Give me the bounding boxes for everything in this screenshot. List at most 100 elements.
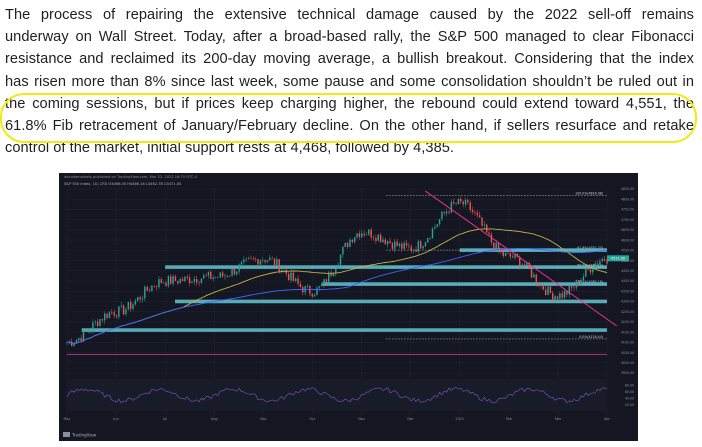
candle-body [441,211,443,220]
candles [66,196,608,347]
fib-level-label: 0.0%(4116.44) [579,335,603,339]
candle-body [283,269,285,271]
rsi-axis-label: 60.00 [625,390,634,394]
candle-body [118,306,120,317]
candle-body [94,321,97,323]
candle-body [563,290,566,298]
time-axis-label: Sep [260,417,266,421]
candle-body [540,284,542,286]
candle-body [170,276,172,284]
candle-body [351,239,354,242]
candle-body [320,284,323,287]
candle-body [195,278,198,283]
candle-body [497,242,500,251]
candle-body [75,340,78,344]
candle-body [502,251,504,257]
candle-body [181,278,184,281]
candle-body [280,270,283,272]
price-axis-label: 4500.00 [621,259,634,263]
candle-body [603,259,606,261]
time-axis-label: Jun [112,417,118,421]
candle-body [594,263,596,270]
fib-level-label: 100.0%(4816.98) [575,192,603,196]
candle-body [78,338,80,341]
price-axis-label: 4300.00 [621,300,634,304]
candle-body [443,211,445,214]
candle-body [146,286,148,291]
candle-body [589,269,592,273]
candle-body [339,254,342,265]
candle-body [507,253,509,254]
candle-body [533,274,535,278]
tradingview-logo-icon [63,432,70,437]
candle-body [125,309,127,315]
candle-body [198,282,200,284]
candle-body [460,198,462,202]
candle-body [601,259,603,262]
candle-body [238,264,240,272]
candle-body [172,276,174,284]
candle-body [221,272,224,277]
candle-body [353,237,356,242]
candle-body [269,257,271,261]
candle-body [478,215,481,218]
candle-body [457,198,460,204]
candle-body [311,293,313,297]
chart-symbol-text: S&P 500 Index, 1D, CFD O4466.00 H4486.16… [64,182,182,186]
candle-body [297,278,299,284]
price-axis-label: 4700.00 [621,218,634,222]
candle-body [148,290,151,292]
rsi-axis-label: 40.00 [625,396,634,400]
candle-body [137,297,139,301]
candle-body [542,284,545,290]
candle-body [561,293,563,298]
candle-body [448,211,450,213]
candle-body [247,258,250,259]
candle-body [231,268,233,276]
price-axis-label: 4050.00 [621,351,634,355]
price-axis-label: 3950.00 [621,371,634,375]
candle-body [290,272,292,281]
price-axis-label: 4350.00 [621,289,634,293]
candle-body [115,315,118,317]
candle-body [405,242,408,246]
candle-body [547,286,549,296]
candle-body [570,286,573,288]
price-axis-label: 4400.00 [621,279,634,283]
candle-body [450,201,453,213]
candle-body [144,286,146,299]
candle-body [415,249,417,252]
overlays: 4511.00 [67,190,629,355]
price-axis-label: 4550.00 [621,249,634,253]
price-axis-label: 4250.00 [621,310,634,314]
candle-body [495,242,497,250]
candle-body [356,233,358,238]
candle-body [210,271,212,279]
candle-body [535,274,537,284]
candle-body [92,322,94,331]
candle-body [264,260,266,262]
candle-body [252,258,254,260]
time-axis-label: Feb [506,417,512,421]
candle-body [453,201,455,204]
candle-body [349,239,351,247]
rsi-axis-label: 20.00 [625,403,634,407]
price-axis: 4850.00 4800.00 4750.00 4700.00 4650.00 4600.… [621,187,634,375]
candle-body [599,261,601,265]
candle-body [73,343,75,346]
candle-body [455,203,457,204]
candle-body [596,263,599,265]
candle-body [153,285,155,287]
candle-body [229,275,231,277]
candle-body [214,276,217,278]
price-axis-label: 4450.00 [621,269,634,273]
candle-body [559,293,561,299]
candle-body [316,287,318,295]
candle-body [325,279,328,284]
candle-body [394,241,396,249]
candle-body [396,241,398,246]
candle-body [469,202,471,211]
candle-body [377,234,379,241]
article-line: control of the market, initial support r… [5,140,455,157]
candle-body [417,241,420,252]
